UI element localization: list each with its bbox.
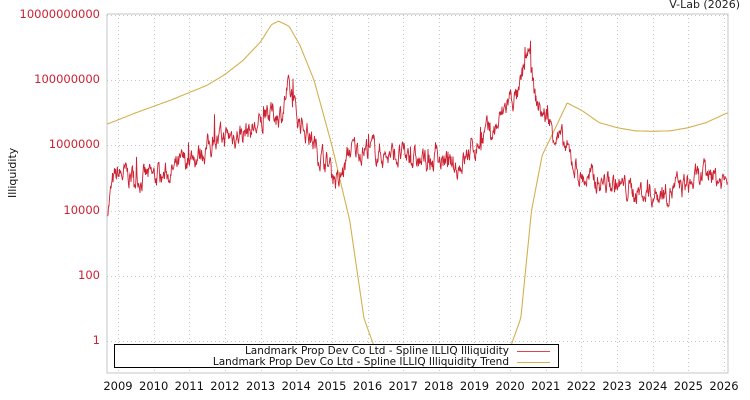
- grid-lines: [107, 14, 728, 373]
- y-tick-label: 100000000: [34, 72, 100, 86]
- x-tick-label: 2021: [531, 379, 561, 393]
- x-tick-label: 2016: [352, 379, 383, 393]
- x-tick-label: 2013: [245, 379, 276, 393]
- chart-legend: Landmark Prop Dev Co Ltd - Spline ILLIQ …: [114, 344, 559, 368]
- x-tick-label: 2010: [139, 379, 169, 393]
- legend-label: Landmark Prop Dev Co Ltd - Spline ILLIQ …: [212, 356, 509, 368]
- y-tick-label: 1: [92, 333, 100, 347]
- y-tick-label: 10000: [63, 203, 100, 217]
- y-tick-label: 10000000000: [19, 7, 100, 21]
- y-tick-label: 100: [78, 268, 100, 282]
- trend-line: [107, 20, 728, 359]
- x-tick-label: 2015: [317, 379, 347, 393]
- legend-item-illiquidity: Landmark Prop Dev Co Ltd - Spline ILLIQ …: [245, 345, 550, 357]
- legend-swatch-red: [517, 350, 550, 352]
- x-tick-label: 2018: [424, 379, 454, 393]
- x-tick-label: 2011: [174, 379, 204, 393]
- legend-swatch-gold: [517, 361, 550, 363]
- x-tick-label: 2025: [673, 379, 703, 393]
- plot-frame: [106, 13, 729, 374]
- illiquidity-line: [107, 40, 728, 217]
- source-credit: V-Lab (2026): [669, 0, 740, 11]
- legend-item-trend: Landmark Prop Dev Co Ltd - Spline ILLIQ …: [213, 356, 550, 368]
- x-tick-label: 2017: [388, 379, 418, 393]
- x-tick-label: 2012: [210, 379, 240, 393]
- x-tick-label: 2024: [638, 379, 668, 393]
- x-tick-label: 2020: [495, 379, 525, 393]
- x-tick-label: 2019: [459, 379, 490, 393]
- y-tick-label: 1000000: [48, 137, 100, 151]
- x-tick-label: 2026: [709, 379, 739, 393]
- legend-label: Landmark Prop Dev Co Ltd - Spline ILLIQ …: [244, 345, 509, 357]
- x-tick-label: 2009: [103, 379, 133, 393]
- x-tick-label: 2022: [566, 379, 597, 393]
- x-tick-label: 2014: [281, 379, 311, 393]
- x-tick-label: 2023: [602, 379, 632, 393]
